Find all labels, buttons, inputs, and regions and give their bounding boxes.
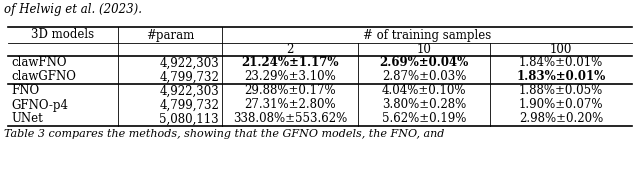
Text: 21.24%±1.17%: 21.24%±1.17% — [241, 56, 339, 70]
Text: of Helwig et al. (2023).: of Helwig et al. (2023). — [4, 3, 142, 16]
Text: 5.62%±0.19%: 5.62%±0.19% — [382, 112, 466, 126]
Text: 5,080,113: 5,080,113 — [159, 112, 219, 126]
Text: UNet: UNet — [11, 112, 43, 126]
Text: #param: #param — [146, 29, 194, 41]
Text: 1.83%±0.01%: 1.83%±0.01% — [516, 70, 605, 84]
Text: 4,922,303: 4,922,303 — [159, 84, 219, 98]
Text: # of training samples: # of training samples — [363, 29, 491, 41]
Text: clawGFNO: clawGFNO — [11, 70, 76, 84]
Text: 10: 10 — [417, 43, 431, 56]
Text: 100: 100 — [550, 43, 572, 56]
Text: 4,799,732: 4,799,732 — [159, 98, 219, 112]
Text: 4.04%±0.10%: 4.04%±0.10% — [381, 84, 467, 98]
Text: 1.84%±0.01%: 1.84%±0.01% — [519, 56, 603, 70]
Text: 2.69%±0.04%: 2.69%±0.04% — [380, 56, 468, 70]
Text: 4,922,303: 4,922,303 — [159, 56, 219, 70]
Text: 1.88%±0.05%: 1.88%±0.05% — [519, 84, 603, 98]
Text: 3D models: 3D models — [31, 29, 95, 41]
Text: clawFNO: clawFNO — [11, 56, 67, 70]
Text: 4,799,732: 4,799,732 — [159, 70, 219, 84]
Text: 29.88%±0.17%: 29.88%±0.17% — [244, 84, 336, 98]
Text: Table 3 compares the methods, showing that the GFNO models, the FNO, and: Table 3 compares the methods, showing th… — [4, 129, 444, 139]
Text: FNO: FNO — [11, 84, 39, 98]
Text: 338.08%±553.62%: 338.08%±553.62% — [233, 112, 347, 126]
Text: 23.29%±3.10%: 23.29%±3.10% — [244, 70, 336, 84]
Text: 2.98%±0.20%: 2.98%±0.20% — [519, 112, 603, 126]
Text: 1.90%±0.07%: 1.90%±0.07% — [519, 98, 604, 112]
Text: 2.87%±0.03%: 2.87%±0.03% — [382, 70, 466, 84]
Text: 3.80%±0.28%: 3.80%±0.28% — [382, 98, 466, 112]
Text: 27.31%±2.80%: 27.31%±2.80% — [244, 98, 336, 112]
Text: 2: 2 — [286, 43, 294, 56]
Text: GFNO-p4: GFNO-p4 — [11, 98, 68, 112]
